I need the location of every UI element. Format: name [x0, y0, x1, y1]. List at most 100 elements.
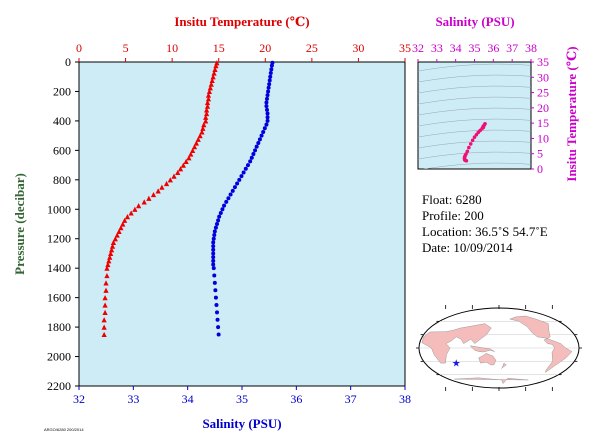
top-axis-tick-label: 10 [166, 41, 178, 55]
temperature-point [204, 103, 211, 109]
inset-top-axis-title: Salinity (PSU) [435, 14, 514, 29]
ts-point [464, 158, 469, 163]
float-label: Float: [422, 192, 453, 207]
temperature-point [171, 173, 177, 179]
temperature-point [204, 99, 211, 106]
density-isoline [418, 107, 531, 116]
temperature-point [136, 202, 142, 209]
inset-y-tick-label: 15 [537, 116, 549, 130]
y-axis-tick-label: 0 [65, 55, 71, 69]
salinity-point [249, 155, 254, 160]
salinity-point [211, 255, 216, 260]
temperature-point [124, 214, 131, 220]
date-label: Date: [422, 240, 451, 255]
salinity-point [232, 185, 237, 190]
salinity-point [262, 126, 267, 131]
y-axis-tick-label: 600 [53, 143, 71, 157]
salinity-point [267, 82, 272, 87]
salinity-point [230, 188, 235, 193]
salinity-point [245, 163, 250, 168]
salinity-point [211, 247, 216, 252]
world-map: ★ [416, 305, 582, 391]
ts-point [476, 130, 481, 135]
inset-y-tick-label: 5 [537, 147, 543, 161]
temperature-point [104, 265, 110, 271]
salinity-point [220, 207, 225, 212]
inset-x-tick-label: 37 [506, 41, 518, 55]
temperature-point [107, 254, 113, 260]
salinity-point [243, 166, 248, 171]
inset-y-tick-label: 20 [537, 101, 549, 115]
bottom-axis-tick-label: 34 [182, 392, 194, 406]
y-axis-tick-label: 2000 [47, 350, 71, 364]
salinity-point [241, 170, 246, 175]
temperature-point [106, 258, 112, 264]
temperature-point [141, 199, 147, 205]
density-contours [408, 31, 548, 169]
inset-x-tick-label: 33 [431, 41, 443, 55]
top-axis-tick-label: 0 [76, 41, 82, 55]
salinity-point [266, 89, 271, 94]
land-mass [469, 345, 495, 353]
ts-point [470, 138, 475, 143]
temperature-point [208, 81, 214, 87]
profile-plot-area [78, 61, 406, 387]
info-float: Float: 6280 [422, 192, 482, 208]
location-value: 36.5˚S 54.7˚E [475, 224, 548, 239]
temperature-point [197, 133, 203, 139]
density-isoline [408, 31, 548, 40]
temperature-point [207, 85, 213, 91]
land-mass [478, 353, 497, 366]
ts-point [467, 145, 471, 150]
inset-x-tick-label: 32 [412, 41, 424, 55]
temperature-point [112, 236, 118, 242]
location-label: Location: [422, 224, 472, 239]
inset-y-axis-title: Insitu Temperature (℃) [564, 46, 579, 181]
bottom-axis-tick-label: 32 [73, 392, 85, 406]
temperature-point [210, 74, 216, 80]
salinity-point [215, 222, 220, 226]
temperature-point [150, 191, 157, 198]
float-location-marker: ★ [452, 359, 461, 370]
salinity-point [212, 273, 217, 278]
y-axis-tick-label: 1600 [47, 291, 71, 305]
bottom-axis-title: Salinity (PSU) [202, 416, 281, 431]
salinity-point [264, 100, 269, 105]
inset-x-tick-label: 38 [525, 41, 537, 55]
inset-y-tick-label: 35 [537, 55, 549, 69]
salinity-point [264, 104, 269, 109]
salinity-point [224, 199, 229, 204]
density-isoline [418, 151, 531, 160]
salinity-point [213, 225, 218, 230]
inset-x-tick-label: 36 [487, 41, 499, 55]
salinity-point [228, 192, 233, 197]
temperature-point [103, 280, 109, 286]
salinity-point [256, 141, 261, 145]
inset-y-tick-label: 0 [537, 162, 543, 176]
salinity-point [264, 122, 269, 127]
ts-point [465, 149, 470, 154]
salinity-point [268, 71, 273, 76]
y-axis-tick-label: 1000 [47, 202, 71, 216]
temperature-point [101, 324, 107, 330]
y-axis-tick-label: 200 [53, 84, 71, 98]
salinity-point [212, 229, 217, 234]
temperature-point [195, 136, 201, 142]
temperature-point [102, 295, 108, 301]
temperature-point [114, 232, 120, 238]
temperature-point [163, 180, 170, 187]
salinity-point [239, 174, 244, 179]
density-isoline [418, 118, 531, 127]
temperature-point [177, 166, 184, 172]
bottom-axis-tick-label: 35 [236, 392, 248, 406]
salinity-point [215, 310, 220, 315]
temperature-point [190, 147, 196, 153]
temperature-point [203, 118, 209, 124]
salinity-point [265, 115, 270, 120]
density-isoline [418, 96, 531, 105]
inset-x-tick-label: 34 [450, 41, 462, 55]
profile-label: Profile: [422, 208, 461, 223]
temperature-point [183, 158, 189, 165]
top-axis-tick-label: 20 [259, 41, 271, 55]
temperature-point [200, 125, 206, 131]
